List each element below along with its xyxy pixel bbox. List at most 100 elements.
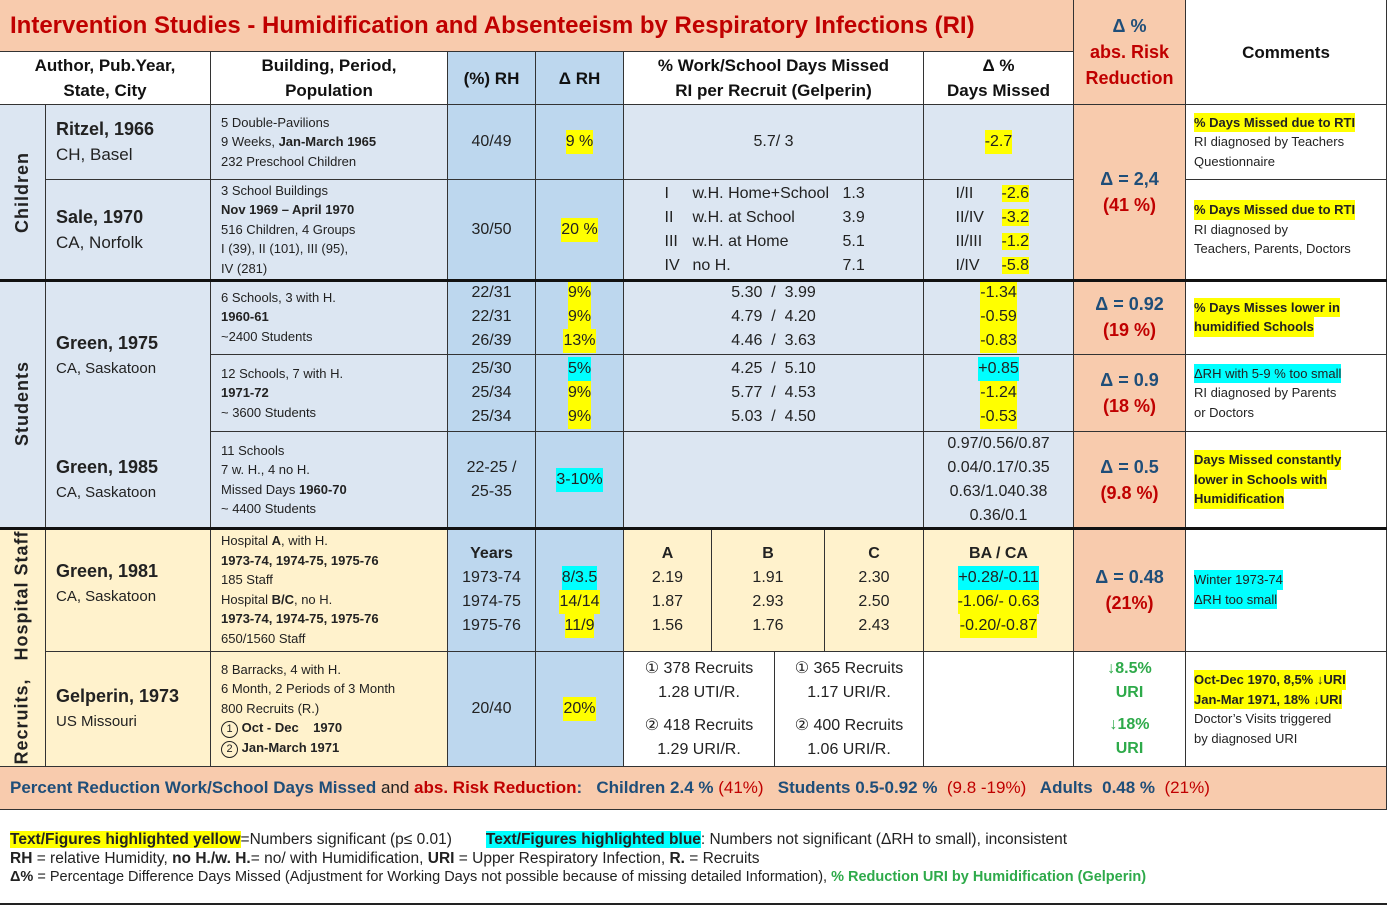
header-text: State, City — [63, 81, 147, 100]
building-line: 3 School Buildings — [221, 182, 328, 198]
value: 1.87 — [651, 592, 684, 610]
rh-value: 22/31 — [471, 308, 512, 325]
text: no H./w. H. — [172, 850, 251, 867]
header-delta-rh: Δ RH — [536, 52, 624, 105]
recruit-rate: 1.29 URI/R. — [657, 741, 741, 758]
delta-rh-value: 9% — [567, 405, 592, 429]
building-line: 1960-61 — [221, 309, 269, 325]
comment-line: RI diagnosed by — [1194, 221, 1288, 237]
rh-value: 26/39 — [471, 332, 512, 349]
comment-line: Days Missed constantly — [1194, 450, 1342, 470]
study-author: Ritzel, 1966 CH, Basel — [46, 105, 211, 180]
recruit-group: ① 365 Recruits 1.17 URI/R. — [775, 652, 924, 710]
legend-line: RH = relative Humidity, no H./w. H.= no/… — [10, 849, 1385, 868]
study-author: Gelperin, 1973 US Missouri — [46, 652, 211, 767]
group-desc: w.H. at Home — [692, 232, 789, 250]
recruit-rate: 1.06 URI/R. — [807, 741, 891, 758]
col-label: C — [868, 544, 880, 562]
rh-value: 40/49 — [448, 105, 536, 180]
abs-risk: Δ = 0.48 (21%) — [1074, 528, 1186, 652]
text: (41%) — [718, 778, 764, 797]
delta-rh: 3-10% — [536, 432, 624, 528]
risk-pct: (18 %) — [1102, 396, 1156, 416]
text: 1960-70 — [299, 481, 347, 497]
building-line: 650/1560 Staff — [221, 630, 306, 646]
delta-rh-value: 9% — [567, 305, 592, 329]
building-line: ~ 4400 Students — [221, 501, 317, 516]
building-line: Hospital A, with H. — [221, 531, 328, 551]
text: (21%) — [1159, 778, 1210, 797]
text: abs. Risk Reduction — [414, 778, 577, 797]
recruit-count: ② 418 Recruits — [644, 717, 754, 734]
risk-delta: Δ = 0.92 — [1095, 294, 1164, 314]
summary-row: Percent Reduction Work/School Days Misse… — [0, 767, 1387, 810]
ratio-value: -1.06/- 0.63 — [957, 589, 1040, 614]
text: (9.8 -19%) — [942, 778, 1027, 797]
group-value: 1.3 — [842, 184, 865, 202]
building-line: 6 Month, 2 Periods of 3 Month — [221, 681, 396, 697]
text: = Percentage Difference Days Missed (Adj… — [33, 869, 832, 885]
delta-rh-value: 14/14 — [559, 589, 600, 614]
work-value: 4.25 / 5.10 — [731, 360, 816, 377]
rh-value: 22/31 — [471, 284, 512, 301]
comment-line: or Doctors — [1194, 404, 1254, 420]
hospital-a: A 2.19 1.87 1.56 — [624, 528, 712, 652]
year: 1975-76 — [462, 616, 521, 634]
study-author: Green, 1981 CA, Saskatoon — [46, 528, 211, 652]
text: Hospital — [221, 533, 272, 548]
days-missed-value: 0.97/0.56/0.87 — [947, 434, 1050, 452]
group-staff-recruits: Recruits, Hospital Staff — [0, 528, 46, 767]
building-line: 5 Double-Pavilions — [221, 114, 330, 130]
recruit-group: ① 378 Recruits 1.28 UTI/R. — [624, 652, 775, 710]
value: 2.50 — [858, 592, 890, 610]
recruit-rate: 1.17 URI/R. — [807, 684, 891, 701]
building-line: Nov 1969 – April 1970 — [221, 202, 355, 218]
building-line: 12 Schools, 7 with H. — [221, 365, 344, 381]
author-place: CA, Saskatoon — [56, 483, 157, 501]
comment-line: lower in Schools with — [1194, 469, 1327, 490]
building-line: 8 Barracks, 4 with H. — [221, 661, 341, 677]
years-label: Years — [470, 544, 513, 562]
abs-risk: Δ = 0.9 (18 %) — [1074, 355, 1186, 432]
building-line: 1971-72 — [221, 385, 269, 401]
text: Δ% — [10, 869, 34, 885]
risk-delta: Δ = 0.9 — [1100, 370, 1159, 390]
days-missed-value: -1.34 — [980, 281, 1017, 305]
building-line: 1973-74, 1974-75, 1975-76 — [221, 611, 379, 626]
rh-values: 25/30 25/34 25/34 — [448, 355, 536, 432]
group-value: 5.1 — [842, 232, 865, 250]
text: Students 0.5-0.92 % — [763, 778, 943, 797]
uri-label: URI — [1115, 740, 1144, 757]
comment-line: Questionnaire — [1194, 153, 1275, 169]
header-days-missed: Δ % Days Missed — [924, 52, 1074, 105]
work-days: 5.30 / 3.99 4.79 / 4.20 4.46 / 3.63 — [624, 280, 924, 355]
delta-rh: 9% 9% 13% — [536, 280, 624, 355]
comparison-value: -1.2 — [1001, 232, 1030, 250]
legend-line: Text/Figures highlighted yellow=Numbers … — [10, 830, 1385, 849]
building-line: Hospital B/C, no H. — [221, 590, 332, 610]
title-text: Intervention Studies - Humidification an… — [10, 11, 975, 39]
header-text: Reduction — [1085, 68, 1174, 88]
col-label: BA / CA — [969, 544, 1028, 562]
year: 1974-75 — [462, 592, 521, 610]
comment-line: ΔRH with 5-9 % too small — [1194, 363, 1342, 384]
author-place: US Missouri — [56, 713, 137, 730]
risk-delta: Δ = 2,4 — [1100, 169, 1159, 189]
text: Percent Reduction Work/School Days Misse… — [10, 778, 377, 797]
ratio-value: +0.28/-0.11 — [958, 565, 1039, 590]
text: Jan-March 1965 — [278, 134, 377, 150]
text: Missed Days — [221, 481, 300, 497]
comment-line: Winter 1973-74 — [1194, 570, 1283, 590]
comparison-list: I/II -2.6 II/IV -3.2 II/III -1.2 I/IV -5.8 — [956, 182, 1042, 278]
building-line: 185 Staff — [221, 572, 273, 587]
delta-rh-value: 20 % — [561, 217, 598, 242]
building-line: ~ 3600 Students — [221, 404, 317, 420]
year: 1973-74 — [462, 568, 521, 586]
study-author: Green, 1975 CA, Saskatoon — [46, 280, 211, 432]
days-missed: 0.97/0.56/0.87 0.04/0.17/0.35 0.63/1.040.3… — [924, 432, 1074, 528]
header-work-days: % Work/School Days Missed RI per Recruit … — [624, 52, 924, 105]
legend-yellow: Text/Figures highlighted yellow — [10, 831, 241, 848]
days-missed: -2.7 — [924, 105, 1074, 180]
risk-delta: Δ = 0.5 — [1100, 456, 1159, 477]
